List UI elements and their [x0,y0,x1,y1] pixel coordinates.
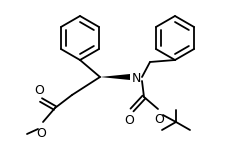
Polygon shape [100,74,130,80]
Text: N: N [132,72,141,85]
Text: O: O [124,114,134,127]
Text: O: O [154,113,164,126]
Text: O: O [34,84,44,97]
Text: O: O [36,127,46,140]
